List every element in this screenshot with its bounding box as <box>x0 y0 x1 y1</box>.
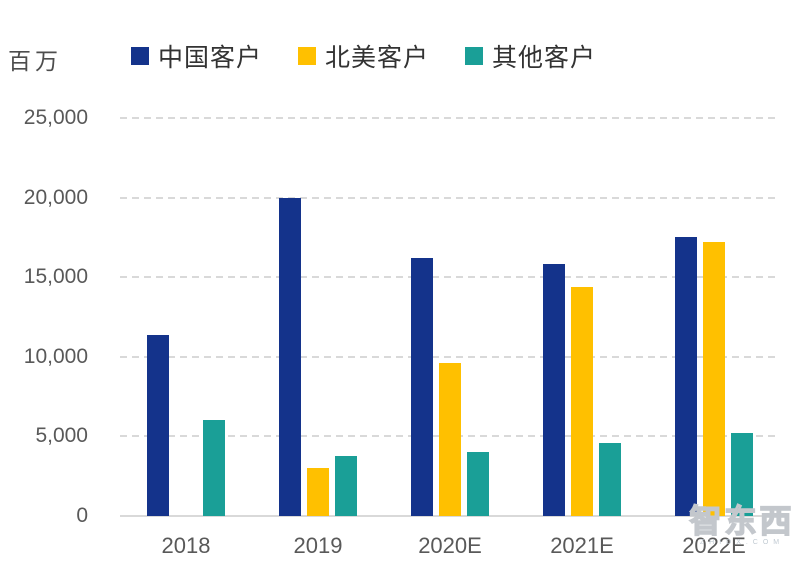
bar-2021E-1 <box>571 286 593 516</box>
bar-2022E-0 <box>675 237 697 516</box>
bar-2021E-0 <box>543 264 565 516</box>
x-axis-line <box>120 515 780 517</box>
y-tick-label: 20,000 <box>23 185 88 209</box>
gridline <box>120 196 780 199</box>
gridline <box>120 276 780 279</box>
legend-item-china: 中国客户 <box>131 38 262 74</box>
gridline <box>120 355 780 358</box>
legend-item-north-america: 北美客户 <box>298 38 429 74</box>
chart-legend: 中国客户 北美客户 其他客户 <box>131 38 596 74</box>
y-tick-label: 25,000 <box>23 106 88 129</box>
bar-2018-2 <box>203 420 225 516</box>
bar-2020E-0 <box>411 258 433 516</box>
bar-2022E-1 <box>703 242 725 516</box>
y-tick-label: 15,000 <box>23 265 88 289</box>
legend-label-china: 中国客户 <box>158 43 263 72</box>
y-tick-label: 5,000 <box>35 424 88 448</box>
legend-swatch-north-america <box>298 47 317 65</box>
x-tick-label: 2019 <box>293 533 343 558</box>
x-tick-label: 2022E <box>682 533 746 558</box>
y-tick-label: 10,000 <box>23 344 88 368</box>
bar-2019-2 <box>335 455 357 516</box>
legend-swatch-china <box>131 47 149 65</box>
bar-2021E-2 <box>599 442 621 516</box>
watermark-url-text: ZHIDX.COM <box>699 539 785 546</box>
watermark: 智东西 ZHIDX.COM <box>684 502 800 548</box>
bar-2020E-2 <box>467 452 489 516</box>
bar-2018-0 <box>147 334 169 516</box>
legend-label-others: 其他客户 <box>492 43 597 72</box>
legend-item-others: 其他客户 <box>465 38 596 74</box>
y-axis-unit-label: 百万 <box>8 49 62 75</box>
x-tick-label: 2020E <box>418 533 482 558</box>
watermark-logo-text: 智东西 <box>689 502 795 540</box>
bar-2020E-1 <box>439 363 461 516</box>
legend-swatch-others <box>465 47 484 65</box>
legend-label-north-america: 北美客户 <box>325 43 430 72</box>
y-tick-label: 0 <box>76 504 88 527</box>
gridline <box>120 117 780 119</box>
x-tick-label: 2021E <box>550 533 614 558</box>
bar-2019-0 <box>279 197 301 516</box>
x-tick-label: 2018 <box>161 533 211 558</box>
bar-2019-1 <box>307 468 329 516</box>
bar-2022E-2 <box>731 433 753 516</box>
